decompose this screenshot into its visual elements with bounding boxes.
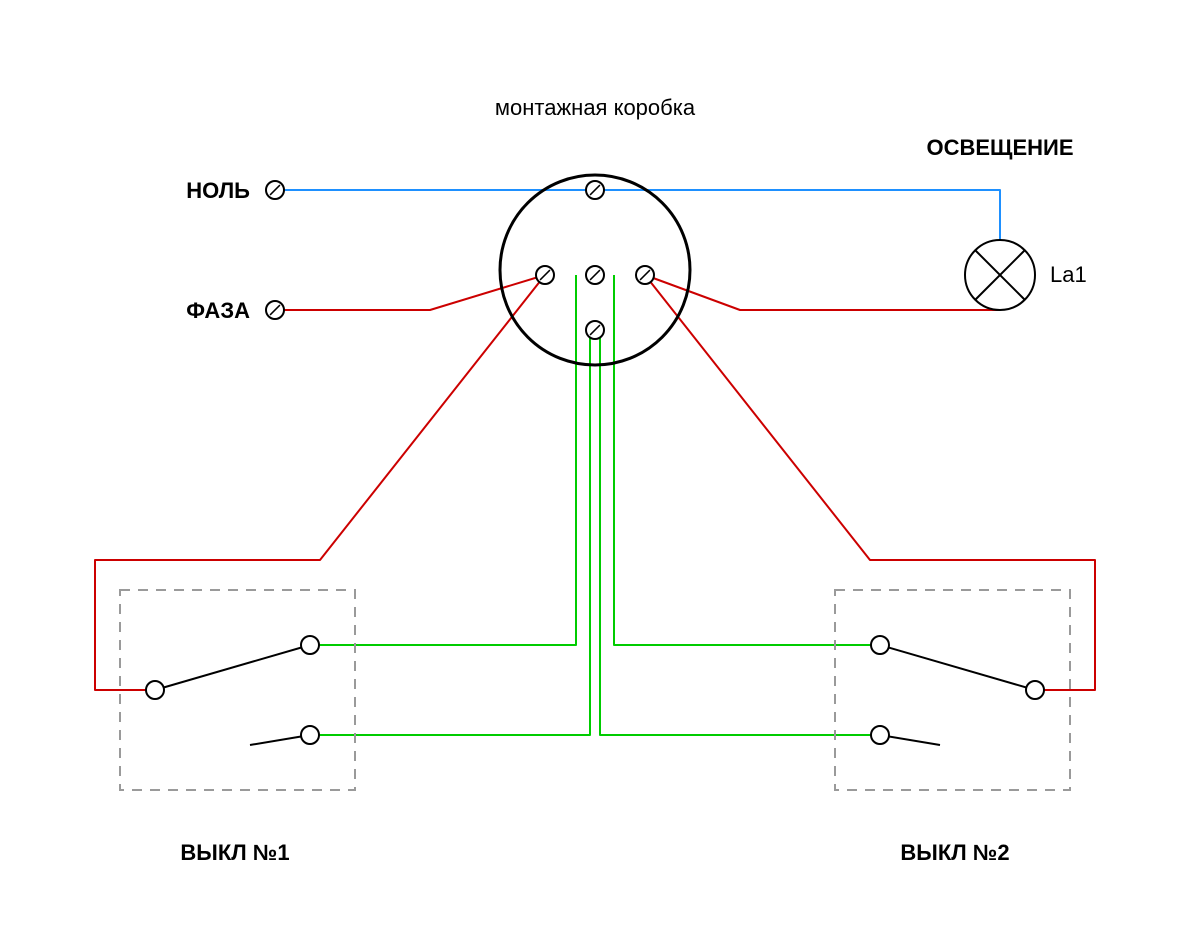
box-right-to-lamp [645,275,1000,310]
sw2-t2 [871,726,889,744]
phase-in-to-box-left [275,275,545,310]
label-junction_box: монтажная коробка [495,95,696,120]
label-switch1: ВЫКЛ №1 [180,840,289,865]
sw2-common [1026,681,1044,699]
sw1-t2 [301,726,319,744]
box-left-to-sw1-common [95,275,545,690]
traveler-sw1-t2 [310,330,590,735]
label-neutral: НОЛЬ [186,178,250,203]
label-switch2: ВЫКЛ №2 [900,840,1009,865]
label-phase: ФАЗА [186,298,250,323]
switch-arm-1 [880,645,1035,690]
sw2-t1 [871,636,889,654]
wiring-diagram: монтажная коробка НОЛЬ ФАЗА ОСВЕЩЕНИЕ La1 ВЫК… [0,0,1190,941]
switch-arm-0 [155,645,310,690]
box-right-to-sw2-common [645,275,1095,690]
label-lighting: ОСВЕЩЕНИЕ [926,135,1073,160]
sw1-common [146,681,164,699]
traveler-sw1-t1 [310,275,576,645]
traveler-sw2-t2 [600,330,880,735]
neutral-to-lamp [275,190,1000,240]
sw1-t1 [301,636,319,654]
label-lamp: La1 [1050,262,1087,287]
